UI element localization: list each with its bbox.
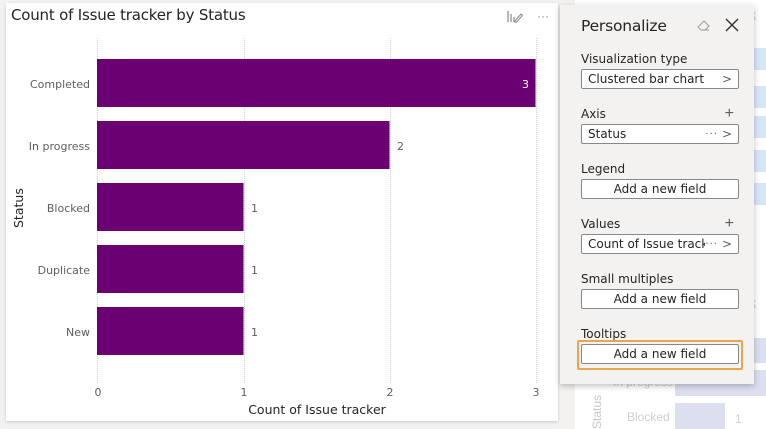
data-label: 1 xyxy=(251,202,258,215)
background-bar xyxy=(675,403,725,429)
personalize-panel: Personalize Visualization type Clustered… xyxy=(560,5,754,384)
background-bar xyxy=(754,116,766,138)
category-axis: Completed In progress Blocked Duplicate … xyxy=(6,3,90,421)
viz-type-value: Clustered bar chart xyxy=(588,72,705,86)
chevron-right-icon: > xyxy=(721,127,732,141)
category-label: Duplicate xyxy=(37,264,90,277)
legend-label: Legend xyxy=(581,162,626,176)
bar-duplicate[interactable] xyxy=(97,245,244,293)
x-tick: 1 xyxy=(240,386,248,399)
background-axis-title: Status xyxy=(590,394,604,429)
tooltips-add-field-label: Add a new field xyxy=(613,347,707,361)
x-tick: 0 xyxy=(94,386,102,399)
axis-field[interactable]: Status ··· > xyxy=(581,124,739,144)
tooltips-label: Tooltips xyxy=(581,327,627,341)
more-options-icon[interactable]: ··· xyxy=(705,128,718,140)
background-bar xyxy=(754,183,766,205)
background-bar xyxy=(754,150,766,172)
axis-label: Axis xyxy=(581,107,606,121)
visual-title: Count of Issue tracker by Status xyxy=(11,6,246,24)
bar-blocked[interactable] xyxy=(97,183,244,231)
viz-type-field[interactable]: Clustered bar chart > xyxy=(581,69,739,89)
small-multiples-add-field-button[interactable]: Add a new field xyxy=(581,289,739,309)
bar-new[interactable] xyxy=(97,307,244,355)
background-category: Blocked xyxy=(627,410,670,424)
x-tick: 3 xyxy=(532,386,540,399)
panel-title: Personalize xyxy=(581,17,667,35)
legend-add-field-button[interactable]: Add a new field xyxy=(581,179,739,199)
more-options-icon[interactable]: ··· xyxy=(705,238,718,250)
viz-type-label: Visualization type xyxy=(581,52,688,66)
gridline xyxy=(390,38,391,383)
chevron-right-icon: > xyxy=(721,72,732,86)
bar-chart-visual[interactable]: Count of Issue tracker by Status ··· Com… xyxy=(6,3,558,421)
values-field[interactable]: Count of Issue tracker ··· > xyxy=(581,234,739,254)
data-label: 1 xyxy=(251,326,258,339)
values-label: Values xyxy=(581,217,621,231)
focus-ring xyxy=(577,340,743,370)
small-multiples-add-field-label: Add a new field xyxy=(613,292,707,306)
plot-area: Completed In progress Blocked Duplicate … xyxy=(6,3,558,421)
x-tick: 2 xyxy=(386,386,394,399)
bar-in-progress[interactable] xyxy=(97,121,390,169)
background-bar xyxy=(754,48,766,70)
y-axis-title: Status xyxy=(11,188,26,228)
visual-header-actions: ··· xyxy=(506,8,552,24)
category-label: In progress xyxy=(28,140,90,153)
legend-add-field-label: Add a new field xyxy=(613,182,707,196)
category-label: New xyxy=(66,326,90,339)
gridline xyxy=(244,38,245,383)
data-label: 2 xyxy=(397,140,404,153)
chevron-right-icon: > xyxy=(721,237,732,251)
tooltips-add-field-button[interactable]: Add a new field xyxy=(581,344,739,364)
personalize-visual-icon[interactable] xyxy=(506,8,524,24)
values-value: Count of Issue tracker xyxy=(588,237,706,251)
data-label: 1 xyxy=(251,264,258,277)
add-values-plus-icon[interactable]: + xyxy=(724,215,734,232)
category-label: Blocked xyxy=(46,202,90,215)
background-bar xyxy=(754,86,766,108)
add-axis-plus-icon[interactable]: + xyxy=(724,105,734,122)
bar-completed[interactable] xyxy=(97,59,536,107)
category-label: Completed xyxy=(30,78,90,91)
eraser-icon[interactable] xyxy=(696,17,712,33)
axis-value: Status xyxy=(588,127,627,141)
gridline xyxy=(536,38,537,383)
panel-header-actions xyxy=(696,17,740,33)
x-axis-title: Count of Issue tracker xyxy=(248,402,386,417)
close-icon[interactable] xyxy=(724,17,740,33)
background-value: 1 xyxy=(735,412,742,426)
more-options-icon[interactable]: ··· xyxy=(537,9,549,23)
data-label: 3 xyxy=(522,78,529,91)
small-multiples-label: Small multiples xyxy=(581,272,674,286)
